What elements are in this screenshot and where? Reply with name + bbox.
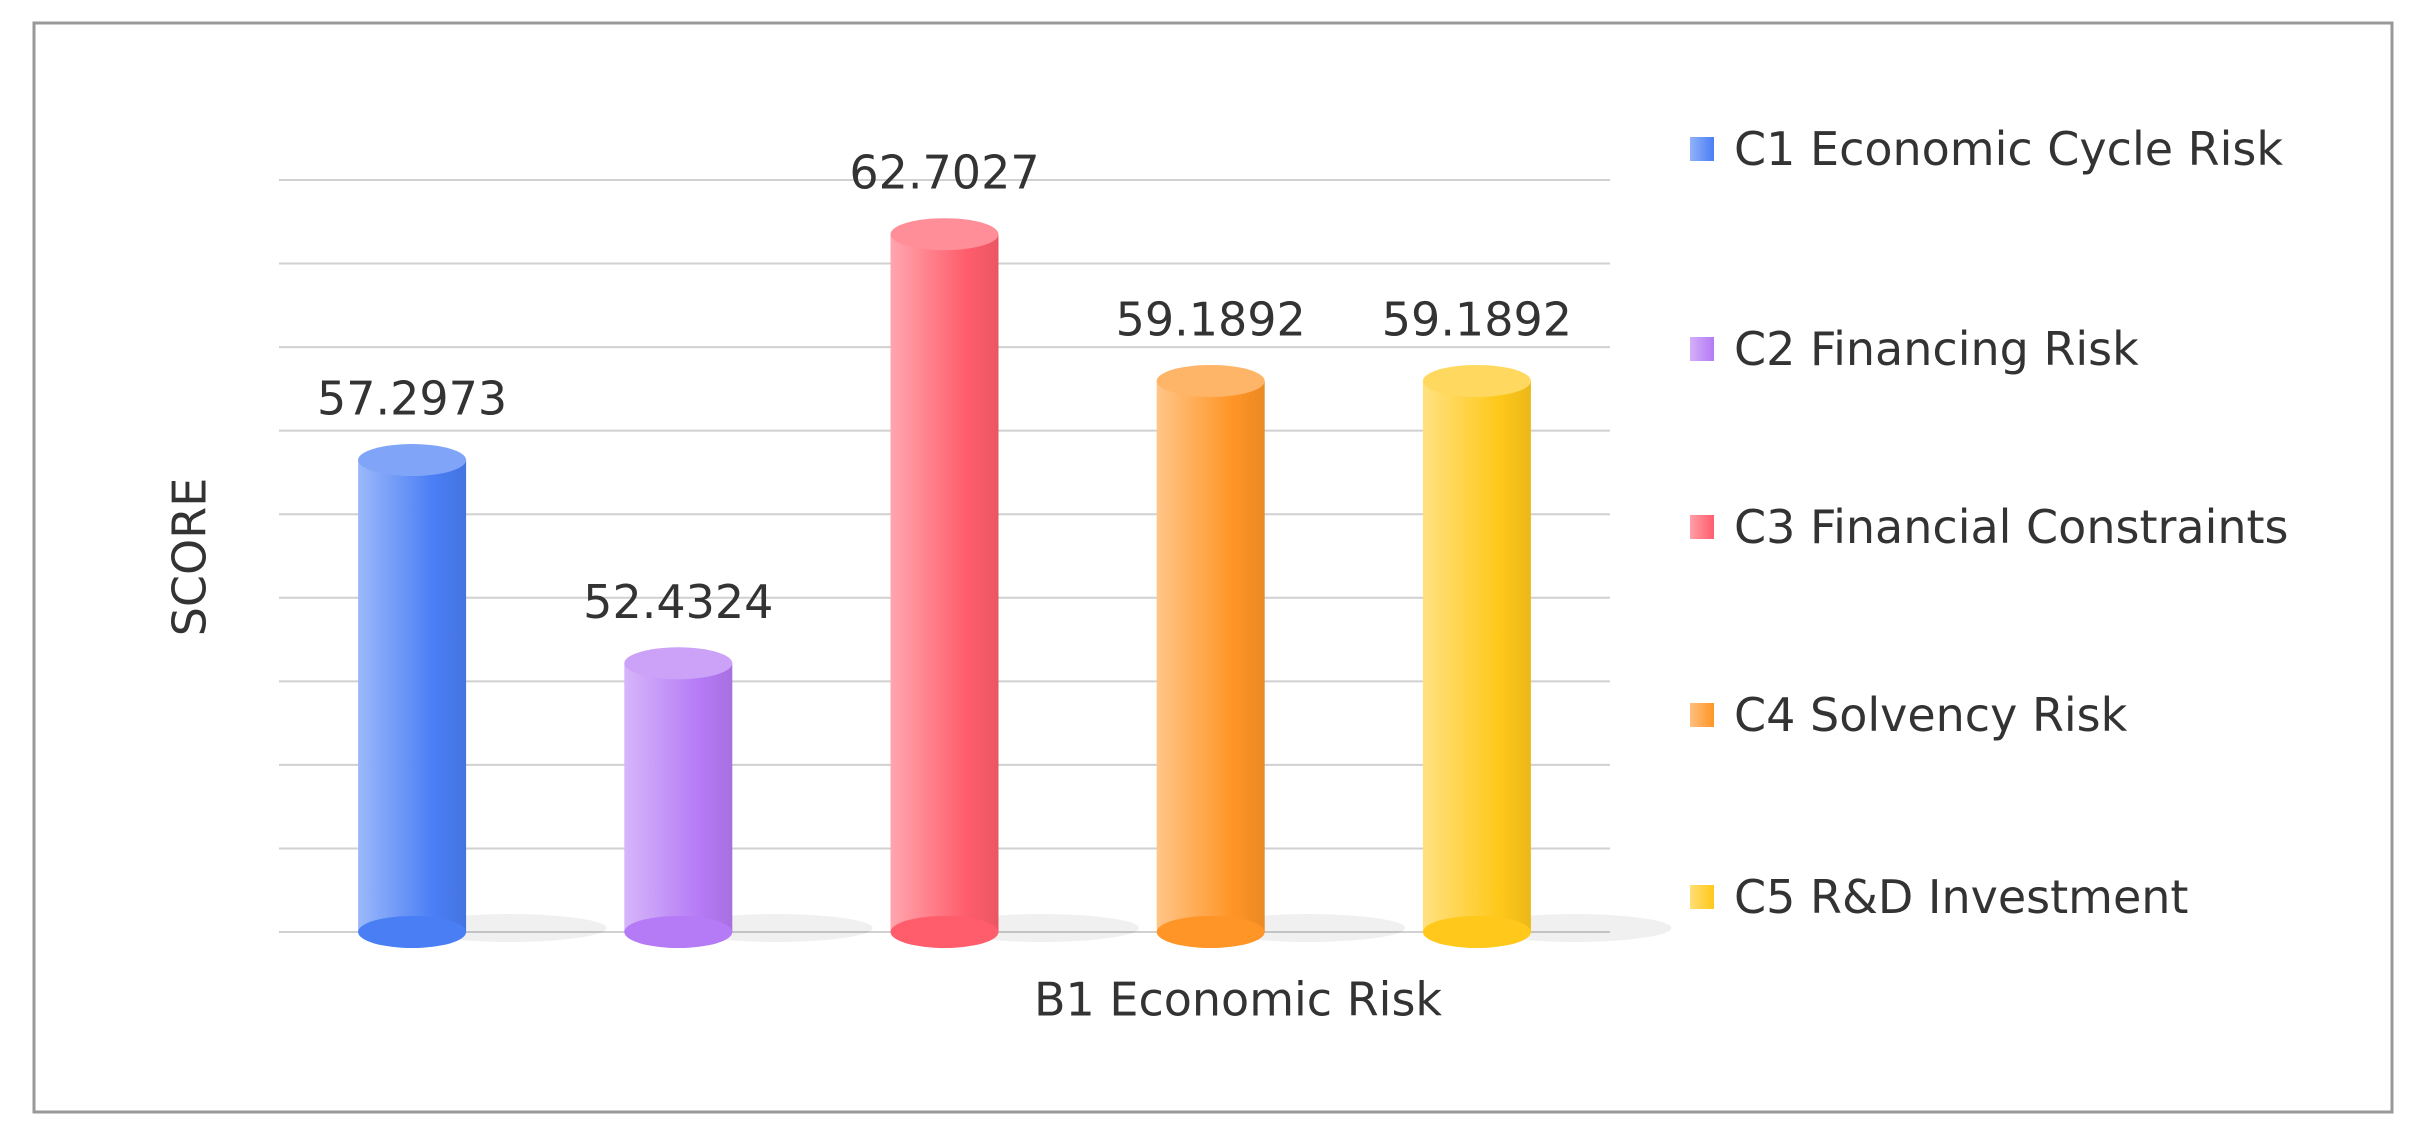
bar-top — [1156, 364, 1265, 397]
bar — [624, 663, 733, 932]
y-axis-label: SCORE — [163, 478, 217, 637]
legend-label: C4 Solvency Risk — [1734, 688, 2128, 742]
bar-bottom — [890, 916, 999, 948]
bar-bottom — [624, 916, 733, 948]
legend-label: C2 Financing Risk — [1734, 322, 2139, 376]
legend-swatch — [1690, 515, 1714, 539]
bar — [358, 460, 467, 932]
legend-entry: C3 Financial Constraints — [1690, 498, 2310, 556]
bar-bottom — [1156, 916, 1265, 948]
bar-top — [358, 444, 467, 477]
value-label: 59.1892 — [1382, 292, 1572, 346]
value-label: 57.2973 — [317, 372, 507, 426]
bar — [1422, 380, 1531, 933]
value-label: 52.4324 — [583, 575, 773, 629]
bar-top — [890, 218, 999, 251]
legend-swatch — [1690, 337, 1714, 361]
bar — [890, 234, 999, 933]
bar — [1156, 380, 1265, 933]
legend-entry: C2 Financing Risk — [1690, 320, 2310, 378]
bar-top — [1422, 364, 1531, 397]
legend-swatch — [1690, 137, 1714, 161]
bar-bottom — [358, 916, 467, 948]
legend-label: C5 R&D Investment — [1734, 870, 2189, 924]
legend-entry: C5 R&D Investment — [1690, 868, 2310, 926]
bar-top — [624, 647, 733, 680]
x-tick-label: B1 Economic Risk — [1034, 973, 1442, 1027]
legend-entry: C4 Solvency Risk — [1690, 686, 2310, 744]
legend-label: C1 Economic Cycle Risk — [1734, 122, 2283, 176]
bar-bottom — [1422, 916, 1531, 948]
value-label: 62.7027 — [849, 146, 1039, 200]
value-label: 59.1892 — [1116, 292, 1306, 346]
legend-entry: C1 Economic Cycle Risk — [1690, 120, 2310, 178]
legend-swatch — [1690, 703, 1714, 727]
legend-label: C3 Financial Constraints — [1734, 500, 2289, 554]
legend-swatch — [1690, 885, 1714, 909]
